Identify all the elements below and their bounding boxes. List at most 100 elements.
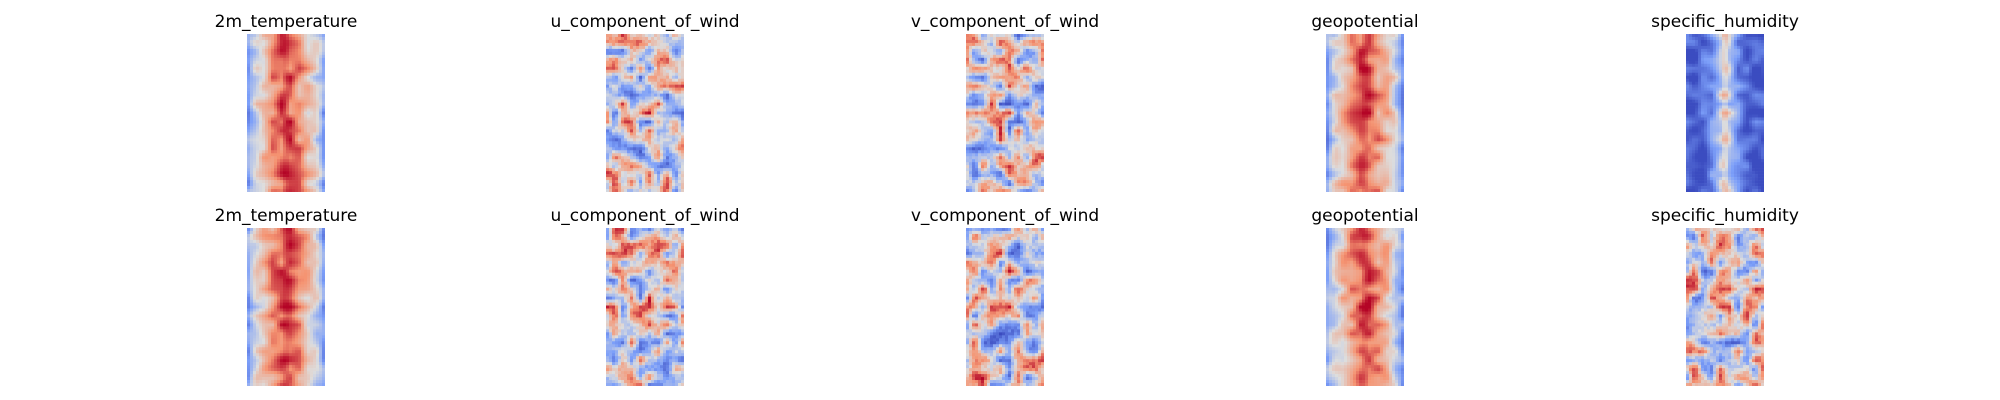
heatmap-cell — [657, 36, 661, 41]
heatmap-cell — [678, 72, 682, 77]
heatmap-cell — [642, 168, 646, 172]
heatmap-cell — [972, 135, 976, 139]
heatmap-cell — [1344, 57, 1348, 62]
heatmap-cell — [274, 54, 278, 59]
heatmap-cell — [280, 51, 284, 56]
heatmap-cell — [1344, 96, 1348, 100]
heatmap-cell — [675, 150, 679, 154]
heatmap-cell — [609, 60, 613, 65]
heatmap-cell — [1005, 72, 1009, 77]
heatmap-cell — [274, 36, 278, 41]
heatmap-cell — [259, 111, 263, 115]
heatmap-cell — [651, 57, 655, 62]
heatmap-cell — [1392, 78, 1396, 82]
heatmap-cell — [1341, 129, 1345, 133]
heatmap-cell — [1032, 48, 1036, 53]
heatmap-cell — [247, 84, 251, 88]
heatmap-cell — [996, 42, 1000, 47]
heatmap-cell — [648, 168, 652, 172]
heatmap-cell — [250, 102, 254, 106]
heatmap-cell — [660, 114, 664, 118]
heatmap-cell — [253, 96, 257, 100]
heatmap-cell — [633, 111, 637, 115]
heatmap-cell — [274, 135, 278, 139]
heatmap-cell — [633, 54, 637, 59]
heatmap-cell — [262, 66, 266, 71]
heatmap-cell — [262, 141, 266, 145]
heatmap-cell — [295, 153, 299, 157]
heatmap-cell — [313, 93, 317, 97]
heatmap-cell — [627, 156, 631, 160]
heatmap-cell — [319, 123, 323, 127]
heatmap-cell — [1350, 93, 1354, 97]
heatmap-cell — [999, 144, 1003, 148]
heatmap-cell — [978, 81, 982, 85]
heatmap-cell — [277, 135, 281, 139]
heatmap-cell — [612, 45, 616, 50]
heatmap-cell — [657, 34, 661, 38]
heatmap-cell — [669, 39, 673, 44]
heatmap-cell — [1347, 123, 1351, 127]
heatmap-cell — [675, 93, 679, 97]
heatmap-cell — [1014, 111, 1018, 115]
heatmap-cell — [657, 93, 661, 97]
heatmap-cell — [1023, 126, 1027, 130]
heatmap-cell — [996, 93, 1000, 97]
heatmap-cell — [996, 150, 1000, 154]
heatmap-cell — [256, 93, 260, 97]
heatmap-cell — [642, 42, 646, 47]
heatmap-cell — [247, 81, 251, 85]
heatmap-cell — [618, 138, 622, 142]
heatmap-cell — [1014, 120, 1018, 124]
heatmap-cell — [313, 96, 317, 100]
heatmap-cell — [277, 60, 281, 65]
heatmap-cell — [1032, 135, 1036, 139]
heatmap-cell — [639, 72, 643, 77]
heatmap-cell — [666, 174, 670, 178]
heatmap-cell — [1338, 84, 1342, 88]
heatmap-cell — [271, 132, 275, 136]
heatmap-cell — [1038, 150, 1042, 154]
heatmap-cell — [322, 171, 325, 175]
heatmap-cell — [271, 57, 275, 62]
heatmap-cell — [1002, 129, 1006, 133]
heatmap-cell — [987, 174, 991, 178]
heatmap-cell — [1014, 96, 1018, 100]
heatmap-cell — [1026, 117, 1030, 121]
heatmap-cell — [1035, 117, 1039, 121]
heatmap-cell — [966, 168, 970, 172]
heatmap-cell — [999, 138, 1003, 142]
heatmap-cell — [1035, 156, 1039, 160]
heatmap-cell — [966, 132, 970, 136]
heatmap-cell — [1032, 105, 1036, 109]
heatmap-cell — [612, 165, 616, 169]
heatmap-cell — [666, 69, 670, 74]
heatmap-cell — [1038, 96, 1042, 100]
heatmap-cell — [627, 153, 631, 157]
heatmap-cell — [1017, 54, 1021, 59]
heatmap-cell — [666, 45, 670, 50]
heatmap-cell — [999, 126, 1003, 130]
heatmap-cell — [262, 51, 266, 56]
heatmap-cell — [319, 117, 323, 121]
heatmap-cell — [609, 144, 613, 148]
heatmap-cell — [247, 126, 251, 130]
heatmap-cell — [606, 138, 610, 142]
heatmap-cell — [1359, 66, 1363, 71]
heatmap-cell — [1368, 93, 1372, 97]
heatmap-cell — [984, 150, 988, 154]
heatmap-cell — [966, 141, 970, 145]
heatmap-cell — [289, 48, 293, 53]
heatmap-cell — [1401, 84, 1404, 88]
heatmap-cell — [1005, 51, 1009, 56]
heatmap-cell — [1008, 87, 1012, 91]
heatmap-cell — [319, 156, 323, 160]
heatmap-cell — [654, 120, 658, 124]
heatmap-cell — [654, 150, 658, 154]
heatmap-cell — [612, 93, 616, 97]
heatmap-cell — [295, 147, 299, 151]
heatmap-cell — [1041, 81, 1044, 85]
heatmap-cell — [256, 156, 260, 160]
heatmap-cell — [978, 114, 982, 118]
heatmap-cell — [271, 36, 275, 41]
